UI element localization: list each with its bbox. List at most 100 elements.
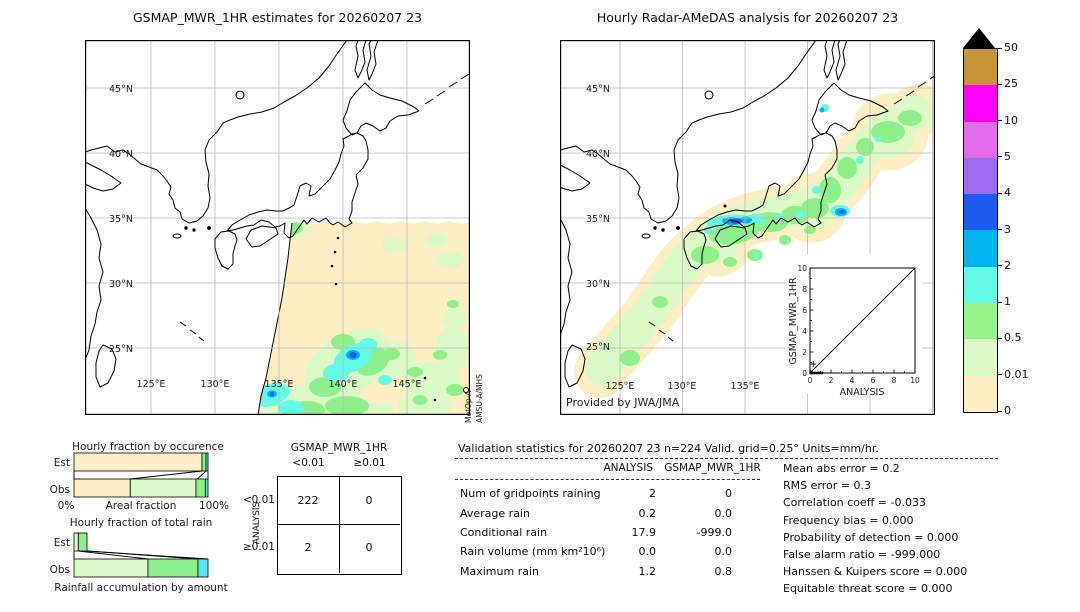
sensor-name-label: AMSU-A/MHS (475, 374, 484, 423)
colorbar-segment (964, 375, 997, 412)
stats-metric: Probability of detection = 0.000 (783, 530, 959, 544)
occurrence-est-label: Est (54, 457, 70, 469)
stats-metric: False alarm ratio = -999.000 (783, 547, 941, 561)
inset-y-tick: 6 (802, 306, 807, 315)
stats-metric: RMS error = 0.3 (783, 479, 871, 493)
colorbar-segment (964, 121, 997, 158)
validation-statistics: Validation statistics for 20260207 23 n=… (455, 440, 1080, 612)
colorbar-label: 10 (1004, 113, 1018, 127)
stats-metrics: Mean abs error = 0.2 RMS error = 0.3 Corre… (783, 462, 1078, 600)
stats-row: Rain volume (mm km²10⁶) 0.0 0.0 (460, 545, 732, 559)
inset-x-tick: 4 (850, 376, 855, 385)
lat-label: 30°N (586, 279, 610, 290)
colorbar-tick (997, 83, 1002, 85)
lat-label: 40°N (586, 149, 610, 160)
scatter-point (809, 370, 813, 374)
totalrain-title: Hourly fraction of total rain (70, 517, 213, 529)
contingency-row-header: ≥0.01 (242, 541, 275, 553)
left-map-title: GSMAP_MWR_1HR estimates for 20260207 23 (133, 10, 422, 25)
totalrain-caption: Rainfall accumulation by amount (54, 582, 227, 594)
lon-label: 130°E (668, 381, 697, 392)
colorbar-label: 25 (1004, 77, 1018, 91)
inset-scatter: 0 2 4 6 8 10 0 2 4 6 8 10 ANALYSIS GSMAP… (786, 254, 922, 398)
inset-y-tick: 10 (797, 264, 807, 273)
totalrain-obs-label: Obs (50, 564, 70, 576)
colorbar-overflow-triangle (963, 28, 995, 48)
lat-label: 45°N (586, 84, 610, 95)
colorbar-segment (964, 157, 997, 195)
contingency-cell: 0 (365, 494, 373, 507)
totalrain-est-label: Est (54, 537, 70, 549)
axis-0pct: 0% (58, 500, 75, 512)
colorbar-segment (964, 49, 997, 86)
colorbar-tick (997, 120, 1002, 122)
one-to-one-line (809, 267, 916, 374)
colorbar-scale (963, 48, 998, 413)
occurrence-title: Hourly fraction by occurence (72, 441, 224, 453)
stats-metric: Mean abs error = 0.2 (783, 462, 900, 475)
lat-label: 25°N (586, 342, 610, 353)
scatter-point (818, 371, 822, 375)
contingency-cell: 0 (365, 541, 373, 554)
lat-label: 25°N (109, 344, 133, 355)
contingency-col-header: <0.01 (292, 457, 325, 469)
scatter-point (820, 371, 824, 375)
lon-label: 125°E (137, 379, 166, 390)
right-map-title: Hourly Radar-AMeDAS analysis for 2026020… (596, 10, 899, 25)
colorbar-segment (964, 230, 997, 267)
colorbar-tick (997, 337, 1002, 339)
colorbar-label: 3 (1004, 222, 1011, 236)
lat-label: 30°N (109, 279, 133, 290)
stats-divider (455, 458, 998, 459)
stats-metric: Hanssen & Kuipers score = 0.000 (783, 565, 968, 579)
inset-ylabel: GSMAP_MWR_1HR (788, 277, 799, 365)
colorbar-tick (997, 47, 1002, 49)
colorbar-segment (964, 303, 997, 340)
station-dot (723, 204, 727, 208)
right-map: 45°N 40°N 35°N 30°N 25°N 125°E 130°E 135… (560, 40, 935, 415)
left-map-border (85, 40, 470, 415)
inset-xlabel: ANALYSIS (840, 387, 885, 398)
axis-areal-fraction: Areal fraction (106, 500, 177, 512)
left-small-islands (330, 236, 469, 402)
axis-100pct: 100% (199, 500, 229, 512)
colorbar-segment (964, 85, 997, 122)
colorbar-tick (997, 192, 1002, 194)
lon-label: 140°E (329, 379, 358, 390)
contingency-table: GSMAP_MWR_1HR <0.01 ≥0.01 <0.01 ≥0.01 AN… (240, 440, 420, 612)
colorbar-tick (997, 301, 1002, 303)
colorbar-label: 50 (1004, 41, 1018, 54)
inset-y-tick: 4 (802, 327, 807, 336)
inset-x-tick: 8 (892, 376, 897, 385)
contingency-cell: 222 (297, 494, 319, 507)
colorbar-label: 4 (1004, 186, 1011, 200)
left-map-gridlines (85, 40, 470, 415)
stats-metric: Equitable threat score = 0.000 (783, 582, 953, 596)
fraction-charts: Hourly fraction by occurence Est Obs 0% … (50, 441, 229, 594)
lon-label: 130°E (201, 379, 230, 390)
satellite-name-label: MetOp-A (464, 390, 473, 423)
inset-y-tick: 2 (802, 348, 807, 357)
scatter-plus-marker (810, 361, 817, 368)
colorbar-tick (997, 410, 1002, 412)
left-map: 45°N 40°N 35°N 30°N 25°N 125°E 130°E 135… (85, 40, 470, 415)
lat-label: 35°N (109, 214, 133, 225)
contingency-col-header: ≥0.01 (353, 457, 386, 469)
colorbar-tick (997, 156, 1002, 158)
stats-header: Validation statistics for 20260207 23 n=… (458, 442, 879, 455)
lat-label: 45°N (109, 84, 133, 95)
colorbar-tick (997, 229, 1002, 230)
stats-row: Conditional rain 17.9 -999.0 (460, 525, 732, 539)
stats-metric: Correlation coeff = -0.033 (783, 496, 926, 510)
inset-x-tick: 2 (829, 376, 834, 385)
stats-row: Num of gridpoints raining 2 0 (460, 487, 732, 501)
scatter-point (816, 371, 820, 375)
colorbar: 50 25 10 5 4 3 2 1 0.5 0.01 0 (963, 28, 1078, 428)
swath-edge-line (257, 222, 293, 415)
lon-label: 135°E (265, 379, 294, 390)
inset-x-tick: 10 (910, 376, 920, 385)
contingency-row-axis: ANALYSIS (252, 501, 262, 545)
credit-text: Provided by JWA/JMA (566, 396, 680, 409)
inset-y-tick: 0 (802, 369, 807, 378)
stats-divider (455, 479, 760, 480)
